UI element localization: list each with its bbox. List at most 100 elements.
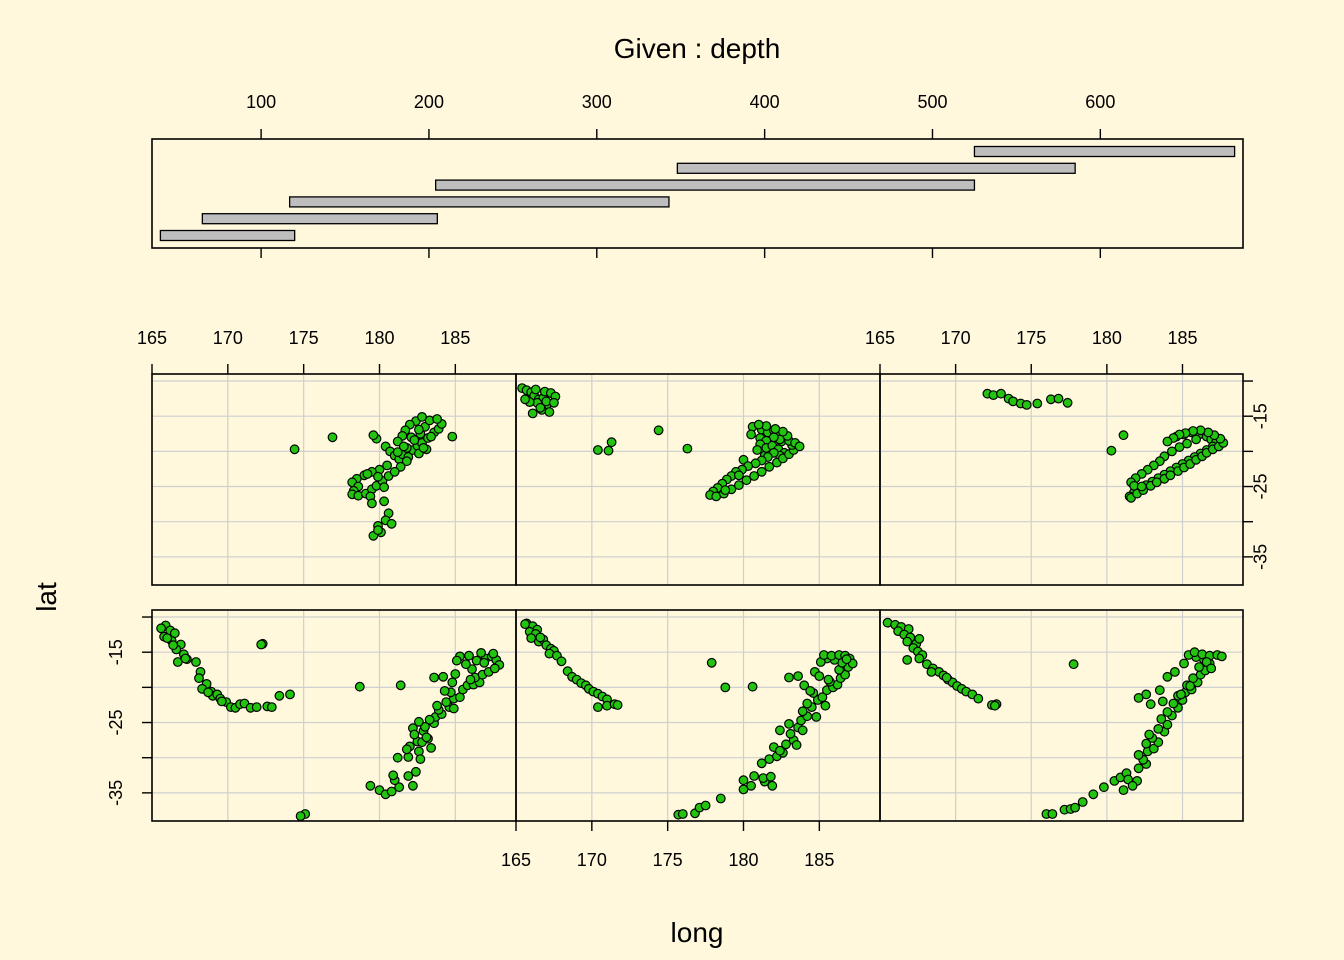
- data-point: [432, 414, 443, 424]
- data-point: [417, 412, 427, 422]
- data-point: [741, 475, 752, 486]
- given-interval-bar: [676, 162, 1076, 174]
- shared-axes: -15 -25 -35 165 170 175 180 185 165 170 175 180 185 1…: [106, 328, 1271, 870]
- data-point: [793, 671, 803, 681]
- data-point: [438, 671, 449, 682]
- data-point: [1070, 802, 1080, 813]
- data-point: [1145, 699, 1156, 710]
- given-axis-tick-label: 300: [582, 92, 612, 112]
- data-point: [753, 419, 764, 430]
- data-point: [168, 640, 179, 651]
- x-axis-tick-label: 170: [577, 850, 607, 870]
- y-axis-tick-label: -35: [106, 780, 126, 806]
- data-point: [770, 424, 781, 434]
- data-point: [191, 657, 201, 667]
- data-point: [1194, 662, 1204, 672]
- data-point: [327, 432, 338, 443]
- data-point: [996, 388, 1006, 399]
- data-point: [1216, 651, 1227, 662]
- data-point: [439, 686, 450, 696]
- data-point: [162, 633, 173, 643]
- y-axis-tick-label: -25: [106, 710, 126, 736]
- scatter-panel: [151, 373, 517, 586]
- data-point: [527, 408, 538, 419]
- data-point: [720, 485, 731, 496]
- given-interval-bar: [973, 145, 1236, 158]
- data-point: [785, 728, 796, 739]
- data-point: [653, 425, 664, 436]
- data-point: [1098, 782, 1109, 793]
- data-point: [1185, 681, 1195, 691]
- data-point: [388, 770, 399, 781]
- data-point: [451, 655, 462, 666]
- data-point: [408, 780, 418, 791]
- y-axis-label: lat: [31, 582, 62, 612]
- data-point: [775, 745, 785, 756]
- data-point: [401, 744, 412, 755]
- data-point: [414, 746, 424, 757]
- scatter-panel: [515, 609, 881, 822]
- data-point: [791, 740, 802, 750]
- data-point: [1133, 750, 1144, 760]
- given-axis-tick-label: 200: [414, 92, 444, 112]
- data-point: [914, 633, 925, 644]
- given-interval-bar: [288, 196, 670, 208]
- data-point: [1106, 445, 1117, 456]
- data-point: [392, 752, 403, 763]
- data-point: [749, 771, 759, 781]
- data-point: [1157, 696, 1168, 707]
- x-axis-tick-label: 185: [440, 328, 470, 348]
- x-axis-tick-label: 185: [1167, 328, 1197, 348]
- data-point: [749, 471, 759, 481]
- data-point: [285, 689, 295, 700]
- data-point: [414, 424, 424, 435]
- data-point: [799, 680, 810, 691]
- given-interval-bar: [435, 179, 976, 191]
- data-point: [1166, 446, 1177, 457]
- data-point: [902, 655, 913, 665]
- data-point: [295, 811, 306, 821]
- data-point: [746, 429, 756, 440]
- data-point: [1191, 434, 1201, 445]
- data-point: [765, 771, 776, 782]
- data-point: [395, 680, 406, 691]
- data-point: [797, 725, 808, 736]
- x-axis-tick-label: 175: [289, 328, 319, 348]
- data-point: [820, 700, 831, 711]
- data-point: [990, 700, 1000, 711]
- data-point: [1133, 763, 1144, 774]
- data-point: [367, 498, 377, 509]
- data-point: [403, 771, 414, 781]
- data-point: [1127, 780, 1138, 791]
- data-point: [1068, 659, 1079, 670]
- data-point: [1144, 729, 1155, 740]
- data-point: [811, 712, 822, 722]
- data-point: [700, 800, 711, 811]
- data-point: [489, 663, 500, 674]
- x-axis-tick-label: 185: [804, 850, 834, 870]
- data-point: [1162, 671, 1173, 682]
- data-point: [794, 441, 805, 452]
- data-point: [386, 786, 397, 797]
- data-point: [1162, 719, 1173, 730]
- data-point: [418, 443, 429, 453]
- data-point: [720, 682, 731, 693]
- data-point: [403, 752, 414, 762]
- data-point: [1047, 809, 1058, 819]
- data-point: [914, 653, 925, 664]
- data-point: [973, 693, 984, 704]
- data-point: [415, 754, 426, 764]
- data-point: [392, 447, 403, 458]
- data-point: [382, 460, 393, 471]
- given-axis-tick-label: 600: [1085, 92, 1115, 112]
- data-point: [476, 648, 487, 658]
- data-point: [715, 793, 726, 804]
- data-point: [1176, 689, 1186, 700]
- given-panel-frame: [151, 138, 1244, 249]
- data-point: [1169, 667, 1180, 677]
- x-axis-tick-label: 175: [653, 850, 683, 870]
- scatter-panel: [879, 373, 1244, 586]
- data-point: [764, 461, 775, 472]
- data-point: [465, 674, 476, 685]
